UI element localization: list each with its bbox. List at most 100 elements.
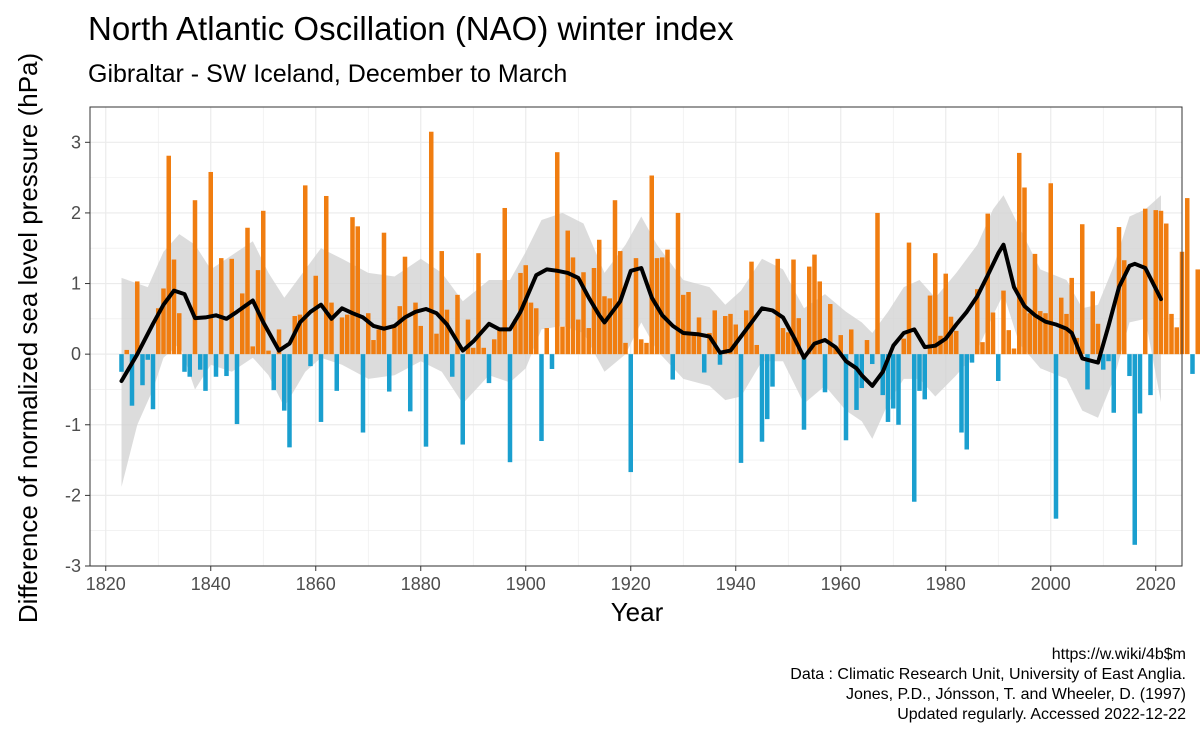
bar-2008	[1090, 291, 1095, 355]
bar-1870	[365, 313, 371, 355]
bar-1956	[817, 281, 822, 355]
x-tick-label: 1940	[716, 574, 756, 594]
bar-1957	[822, 354, 828, 393]
bar-1887	[455, 294, 460, 355]
bar-2014	[1121, 260, 1127, 355]
bar-1823	[119, 354, 124, 372]
bar-1950	[785, 332, 791, 355]
bar-1882	[428, 131, 434, 355]
bar-1952	[796, 318, 801, 355]
bar-1890	[470, 347, 476, 355]
bar-2001	[1053, 354, 1059, 519]
bar-1842	[218, 258, 224, 355]
bar-1962	[848, 329, 854, 355]
bar-2023	[1169, 313, 1174, 355]
bar-1953	[801, 354, 807, 430]
bar-1995	[1022, 187, 1027, 355]
bar-1919	[623, 342, 628, 355]
credit-source: Data : Climatic Research Unit, Universit…	[790, 666, 1186, 683]
bar-1949	[780, 328, 786, 355]
bar-1990	[995, 354, 1001, 381]
y-tick-label: -2	[65, 485, 81, 505]
bar-2011	[1106, 354, 1111, 362]
bar-1921	[633, 258, 639, 355]
bar-1967	[875, 212, 880, 355]
bar-1915	[602, 296, 607, 355]
bar-1846	[239, 293, 245, 355]
bar-2003	[1064, 313, 1069, 355]
bar-1917	[612, 200, 618, 355]
x-tick-label: 1860	[296, 574, 336, 594]
bar-1827	[140, 354, 145, 386]
bar-1924	[649, 175, 654, 355]
bar-1978	[932, 253, 938, 355]
bar-1840	[208, 171, 213, 355]
bar-2012	[1111, 354, 1116, 413]
bar-1862	[323, 195, 329, 355]
bar-1847	[245, 227, 250, 355]
bar-2020	[1153, 210, 1158, 355]
bar-1974	[911, 354, 917, 502]
x-tick-label: 1840	[191, 574, 231, 594]
bar-1861	[318, 354, 324, 422]
x-tick-label: 1900	[506, 574, 546, 594]
plot-frame	[89, 106, 1183, 567]
bar-1926	[659, 257, 665, 355]
bar-1867	[350, 217, 355, 355]
bar-1922	[638, 339, 644, 355]
bar-1852	[271, 354, 276, 391]
bar-1977	[927, 295, 933, 355]
bar-1875	[392, 325, 397, 355]
bar-1928	[670, 354, 675, 380]
bar-1987	[980, 342, 985, 355]
bar-1848	[250, 346, 255, 355]
bar-1969	[885, 354, 891, 422]
bar-1992	[1006, 330, 1011, 355]
bar-1929	[675, 212, 681, 355]
y-tick-label: 0	[71, 344, 81, 364]
bar-2004	[1069, 277, 1074, 355]
bar-1961	[843, 354, 849, 441]
bar-1943	[749, 261, 754, 355]
bar-2027	[1190, 354, 1195, 374]
bar-1874	[386, 354, 392, 392]
bar-1963	[854, 354, 859, 410]
bar-1883	[434, 333, 439, 355]
bar-2016	[1132, 354, 1137, 545]
bar-1888	[460, 354, 465, 445]
bar-2015	[1127, 354, 1132, 377]
bar-1958	[827, 304, 833, 355]
bar-1932	[691, 333, 696, 355]
smoothed-line	[119, 242, 1163, 388]
bar-1972	[901, 338, 906, 355]
bar-1947	[770, 354, 775, 387]
chart-title: North Atlantic Oscillation (NAO) winter …	[88, 10, 734, 47]
bar-1913	[591, 268, 597, 355]
bar-1866	[344, 314, 350, 355]
bar-1863	[329, 302, 334, 355]
bar-1845	[234, 354, 240, 425]
bar-1970	[890, 354, 896, 409]
bar-1880	[418, 325, 423, 355]
bar-1905	[549, 354, 555, 369]
bar-1843	[224, 354, 229, 377]
x-tick-label: 2000	[1031, 574, 1071, 594]
y-tick-label: -3	[65, 556, 81, 576]
bar-1955	[812, 254, 817, 355]
bar-1894	[491, 339, 497, 355]
bar-1839	[203, 354, 208, 391]
bar-1909	[570, 257, 576, 355]
x-tick-label: 1920	[611, 574, 651, 594]
bar-1980	[943, 273, 948, 355]
bar-1954	[806, 266, 812, 355]
bar-1983	[959, 354, 964, 433]
bar-1869	[360, 354, 366, 433]
bar-1911	[581, 272, 586, 355]
bar-1893	[486, 354, 492, 384]
bar-1901	[528, 302, 534, 355]
bar-1914	[596, 239, 602, 355]
y-tick-label: -1	[65, 415, 81, 435]
x-tick-label: 1880	[401, 574, 441, 594]
bar-1877	[402, 256, 408, 355]
bar-1975	[917, 354, 922, 391]
